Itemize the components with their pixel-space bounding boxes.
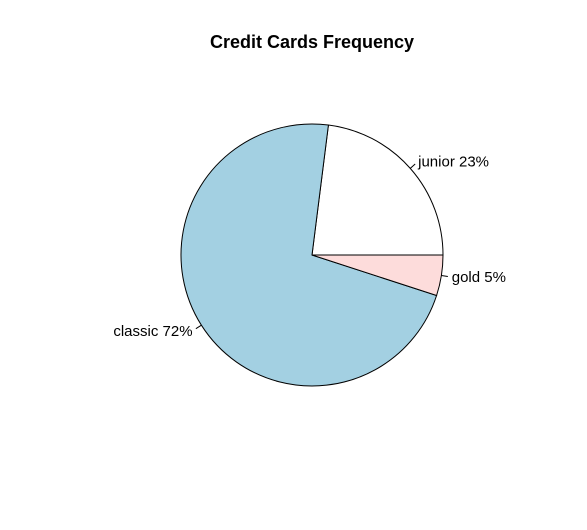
pie-labels: junior 23% classic 72% gold 5%: [113, 153, 506, 339]
pie-label-2: gold 5%: [452, 269, 506, 286]
pie-tick-0: [409, 163, 416, 169]
pie-slice-0: [311, 124, 444, 256]
pie-slice-1: [180, 123, 438, 387]
pie-slice-2: [311, 254, 444, 297]
pie-tick-2: [441, 274, 448, 278]
chart-title: Credit Cards Frequency: [210, 32, 414, 52]
pie-slices: [180, 123, 444, 387]
pie-label-1: classic 72%: [113, 323, 192, 340]
pie-tick-1: [195, 324, 202, 330]
pie-label-0: junior 23%: [417, 153, 489, 170]
